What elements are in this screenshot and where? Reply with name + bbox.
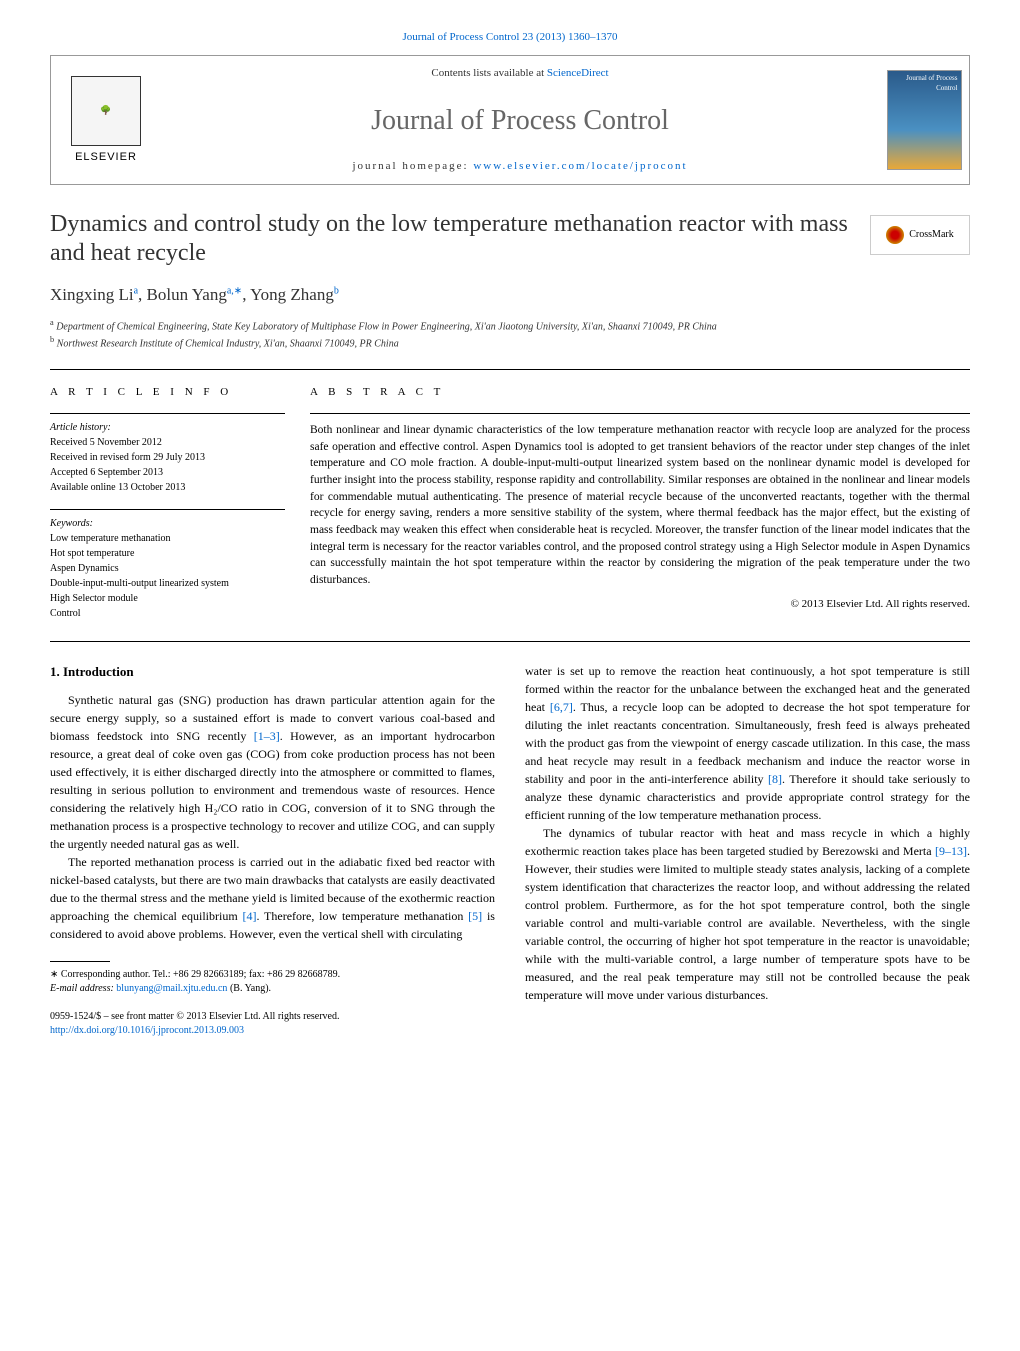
homepage-line: journal homepage: www.elsevier.com/locat…: [171, 159, 869, 174]
footnote-divider: [50, 961, 110, 962]
authors: Xingxing Lia, Bolun Yanga,∗, Yong Zhangb: [50, 283, 970, 307]
affiliations: a Department of Chemical Engineering, St…: [50, 317, 970, 352]
affiliation-a: a Department of Chemical Engineering, St…: [50, 317, 970, 334]
intro-p4-b: . However, their studies were limited to…: [525, 844, 970, 1002]
abstract-label: A B S T R A C T: [310, 385, 970, 400]
keyword-4: Double-input-multi-output linearized sys…: [50, 576, 285, 591]
publisher-name: ELSEVIER: [75, 150, 137, 165]
publisher-logo-area: 🌳 ELSEVIER: [51, 56, 161, 184]
intro-p2-b: . Therefore, low temperature methanation: [256, 909, 468, 923]
author-1: Xingxing Li: [50, 285, 134, 304]
column-left: 1. Introduction Synthetic natural gas (S…: [50, 662, 495, 1039]
intro-p1-b: . However, as an important hydrocarbon r…: [50, 729, 495, 851]
affiliation-a-text: Department of Chemical Engineering, Stat…: [56, 321, 717, 332]
intro-p4-a: The dynamics of tubular reactor with hea…: [525, 826, 970, 858]
ref-1-3[interactable]: [1–3]: [254, 729, 280, 743]
sciencedirect-link[interactable]: ScienceDirect: [547, 67, 609, 79]
article-info-label: A R T I C L E I N F O: [50, 385, 285, 400]
journal-name: Journal of Process Control: [171, 101, 869, 140]
author-1-sup: a: [134, 285, 138, 296]
author-2: Bolun Yang: [147, 285, 227, 304]
header-center: Contents lists available at ScienceDirec…: [161, 56, 879, 184]
email-suffix: (B. Yang).: [227, 983, 271, 994]
intro-p1: Synthetic natural gas (SNG) production h…: [50, 691, 495, 853]
affiliation-b-text: Northwest Research Institute of Chemical…: [57, 338, 399, 349]
ref-5[interactable]: [5]: [468, 909, 482, 923]
homepage-prefix: journal homepage:: [352, 160, 473, 172]
email-label: E-mail address:: [50, 983, 116, 994]
corresponding-footnote: ∗ Corresponding author. Tel.: +86 29 826…: [50, 968, 495, 996]
author-3: Yong Zhang: [250, 285, 334, 304]
crossmark-label: CrossMark: [909, 228, 953, 242]
intro-heading: 1. Introduction: [50, 662, 495, 682]
contents-line: Contents lists available at ScienceDirec…: [171, 66, 869, 81]
crossmark-icon: [886, 226, 904, 244]
doi-link[interactable]: http://dx.doi.org/10.1016/j.jprocont.201…: [50, 1025, 244, 1036]
body-columns: 1. Introduction Synthetic natural gas (S…: [50, 662, 970, 1039]
keyword-2: Hot spot temperature: [50, 546, 285, 561]
elsevier-tree-icon: 🌳: [71, 76, 141, 146]
journal-header: 🌳 ELSEVIER Contents lists available at S…: [50, 55, 970, 185]
keywords-label: Keywords:: [50, 516, 285, 531]
top-citation-link[interactable]: Journal of Process Control 23 (2013) 136…: [402, 31, 617, 43]
keywords-block: Keywords: Low temperature methanation Ho…: [50, 509, 285, 621]
bottom-block: 0959-1524/$ – see front matter © 2013 El…: [50, 1010, 495, 1038]
abstract-column: A B S T R A C T Both nonlinear and linea…: [310, 385, 970, 620]
article-info-column: A R T I C L E I N F O Article history: R…: [50, 385, 310, 620]
intro-p2: The reported methanation process is carr…: [50, 853, 495, 943]
ref-9-13[interactable]: [9–13]: [935, 844, 967, 858]
received-date: Received 5 November 2012: [50, 435, 285, 450]
intro-p4: The dynamics of tubular reactor with hea…: [525, 824, 970, 1004]
keyword-5: High Selector module: [50, 591, 285, 606]
cover-area: Journal of Process Control: [879, 56, 969, 184]
ref-4[interactable]: [4]: [242, 909, 256, 923]
ref-6-7[interactable]: [6,7]: [550, 700, 573, 714]
revised-date: Received in revised form 29 July 2013: [50, 450, 285, 465]
issn-line: 0959-1524/$ – see front matter © 2013 El…: [50, 1010, 495, 1024]
history-block: Article history: Received 5 November 201…: [50, 413, 285, 495]
corresponding-text: ∗ Corresponding author. Tel.: +86 29 826…: [50, 968, 495, 982]
history-label: Article history:: [50, 420, 285, 435]
homepage-link[interactable]: www.elsevier.com/locate/jprocont: [473, 160, 687, 172]
top-citation: Journal of Process Control 23 (2013) 136…: [50, 30, 970, 45]
title-row: Dynamics and control study on the low te…: [50, 210, 970, 268]
author-2-sup: a,∗: [227, 285, 242, 296]
author-3-sup: b: [334, 285, 339, 296]
online-date: Available online 13 October 2013: [50, 480, 285, 495]
intro-p3: water is set up to remove the reaction h…: [525, 662, 970, 824]
email-line: E-mail address: blunyang@mail.xjtu.edu.c…: [50, 982, 495, 996]
affiliation-b: b Northwest Research Institute of Chemic…: [50, 334, 970, 351]
ref-8[interactable]: [8]: [768, 772, 782, 786]
keyword-1: Low temperature methanation: [50, 531, 285, 546]
keyword-6: Control: [50, 606, 285, 621]
abstract-text: Both nonlinear and linear dynamic charac…: [310, 414, 970, 589]
column-right: water is set up to remove the reaction h…: [525, 662, 970, 1039]
meta-abstract-row: A R T I C L E I N F O Article history: R…: [50, 385, 970, 620]
email-link[interactable]: blunyang@mail.xjtu.edu.cn: [116, 983, 227, 994]
divider-top: [50, 369, 970, 370]
journal-cover-icon: Journal of Process Control: [887, 70, 962, 170]
keyword-3: Aspen Dynamics: [50, 561, 285, 576]
contents-prefix: Contents lists available at: [431, 67, 546, 79]
article-title: Dynamics and control study on the low te…: [50, 210, 850, 268]
crossmark-badge[interactable]: CrossMark: [870, 215, 970, 255]
divider-bottom: [50, 641, 970, 642]
accepted-date: Accepted 6 September 2013: [50, 465, 285, 480]
copyright: © 2013 Elsevier Ltd. All rights reserved…: [310, 597, 970, 612]
